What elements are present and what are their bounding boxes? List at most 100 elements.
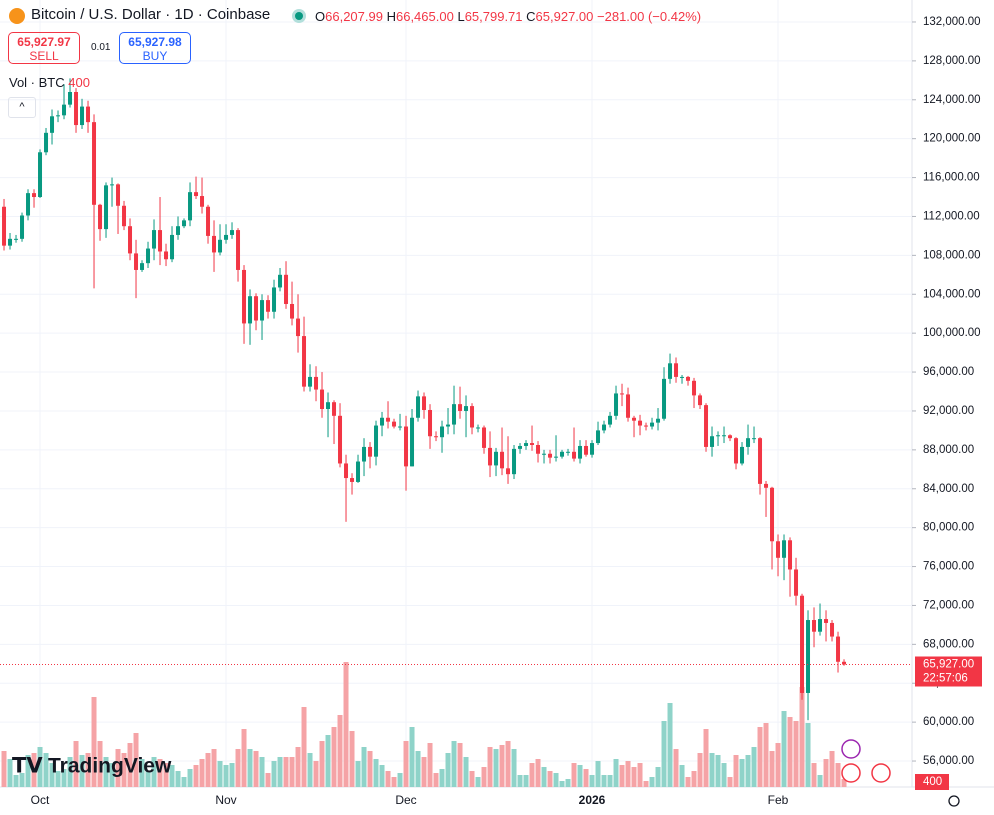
volume-value: 400 [68, 75, 90, 90]
volume-bar [97, 741, 103, 787]
volume-bar [325, 735, 331, 787]
candle-body [176, 226, 181, 235]
candle-body [536, 444, 541, 454]
volume-bar [433, 773, 439, 787]
candle-body [140, 263, 145, 270]
candle-body [44, 132, 49, 153]
volume-bar [637, 763, 643, 787]
candle-body [104, 185, 109, 230]
candle-body [326, 402, 331, 410]
ohlc-value: 65,799.71 [464, 9, 523, 24]
volume-bar [625, 761, 631, 787]
flag-icon[interactable] [871, 763, 891, 783]
volume-bar [241, 729, 247, 787]
volume-bar [175, 771, 181, 787]
last-price-label: 65,927.00 [923, 659, 974, 671]
volume-bar [463, 757, 469, 787]
candle-body [236, 230, 241, 270]
volume-bar [679, 765, 685, 787]
volume-bar [835, 763, 841, 787]
candle-body [50, 116, 55, 133]
candle-body [488, 447, 493, 466]
volume-bar [217, 761, 223, 787]
buy-button[interactable]: 65,927.98 BUY [119, 32, 191, 64]
settings-icon[interactable] [948, 795, 960, 807]
candle-body [716, 435, 721, 437]
candle-body [194, 192, 199, 197]
volume-bar [655, 767, 661, 787]
candle-body [344, 463, 349, 479]
ohlc-value: 65,927.00 [535, 9, 594, 24]
candle-body [440, 426, 445, 438]
y-tick-label: 100,000.00 [923, 327, 981, 339]
candle-body [2, 206, 7, 246]
candle-body [314, 376, 319, 390]
candle-body [170, 234, 175, 260]
y-tick-label: 132,000.00 [923, 16, 981, 28]
candle-body [674, 363, 679, 377]
volume-bar [1, 751, 7, 787]
volume-bar [295, 747, 301, 787]
volume-bar [157, 759, 163, 787]
volume-bar [571, 763, 577, 787]
volume-bar [643, 781, 649, 787]
coin-icon [9, 8, 25, 24]
y-tick-label: 104,000.00 [923, 288, 981, 300]
volume-bar [733, 755, 739, 787]
volume-bar [619, 765, 625, 787]
candle-body [602, 424, 607, 431]
candle-body [200, 196, 205, 207]
candle-body [578, 445, 583, 459]
y-tick-label: 68,000.00 [923, 638, 974, 650]
y-tick-label: 124,000.00 [923, 94, 981, 106]
candle-body [644, 425, 649, 427]
volume-legend: Vol · BTC 400 [9, 75, 90, 90]
y-tick-label: 112,000.00 [923, 210, 980, 222]
candle-body [224, 234, 229, 240]
volume-bar [133, 733, 139, 787]
volume-bar [31, 753, 37, 787]
volume-bar [559, 781, 565, 787]
volume-bar [331, 727, 337, 787]
collapse-button[interactable]: ^ [8, 97, 36, 118]
candle-body [626, 394, 631, 418]
volume-bar [361, 747, 367, 787]
flag-icon[interactable] [841, 763, 861, 783]
candle-body [116, 184, 121, 206]
sell-label: SELL [29, 49, 59, 63]
volume-bar [703, 729, 709, 787]
sell-button[interactable]: 65,927.97 SELL [8, 32, 80, 64]
volume-bar [391, 777, 397, 787]
volume-bar [385, 771, 391, 787]
volume-bar [259, 757, 265, 787]
logo-mark: 𝗧𝗩 [12, 755, 43, 778]
candle-body [218, 239, 223, 253]
candle-body [788, 540, 793, 570]
volume-bar [349, 731, 355, 787]
volume-bar [595, 761, 601, 787]
candle-body [284, 274, 289, 304]
volume-bar [565, 779, 571, 787]
volume-bar [523, 775, 529, 787]
volume-bar [829, 751, 835, 787]
candle-body [128, 226, 133, 254]
candle-body [692, 380, 697, 396]
x-tick-label: Oct [31, 793, 50, 807]
volume-bar [763, 723, 769, 787]
volume-bar [481, 767, 487, 787]
candle-body [560, 451, 565, 457]
volume-bar [265, 773, 271, 787]
volume-bar [805, 723, 811, 787]
candle-body [380, 417, 385, 426]
volume-bar [289, 757, 295, 787]
volume-bar [103, 757, 109, 787]
event-icon[interactable] [841, 739, 861, 759]
candle-body [584, 445, 589, 455]
volume-bar [223, 765, 229, 787]
symbol-title: Bitcoin / U.S. Dollar · 1D · Coinbase [31, 6, 271, 23]
candle-body [164, 251, 169, 260]
candle-body [206, 206, 211, 236]
candle-body [266, 300, 271, 312]
candle-body [554, 456, 559, 458]
volume-bar [511, 749, 517, 787]
